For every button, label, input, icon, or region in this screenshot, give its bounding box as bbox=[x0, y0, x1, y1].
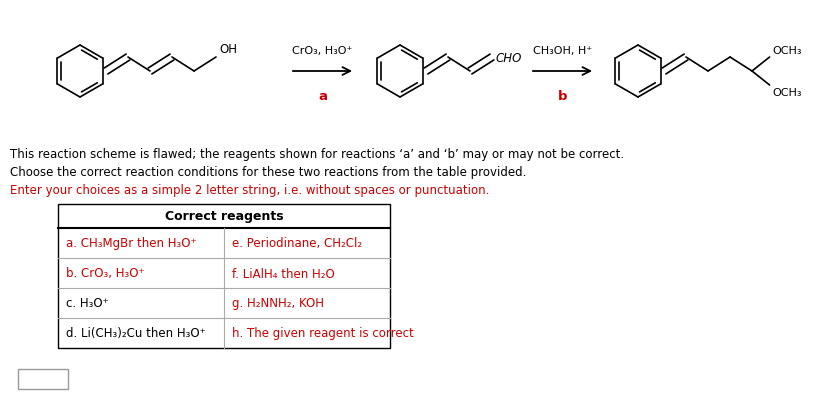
Text: Correct reagents: Correct reagents bbox=[164, 210, 283, 223]
Text: f. LiAlH₄ then H₂O: f. LiAlH₄ then H₂O bbox=[232, 267, 335, 280]
Text: h. The given reagent is correct: h. The given reagent is correct bbox=[232, 327, 414, 339]
Text: g. H₂NNH₂, KOH: g. H₂NNH₂, KOH bbox=[232, 297, 324, 310]
Text: d. Li(CH₃)₂Cu then H₃O⁺: d. Li(CH₃)₂Cu then H₃O⁺ bbox=[66, 327, 206, 339]
Text: e. Periodinane, CH₂Cl₂: e. Periodinane, CH₂Cl₂ bbox=[232, 237, 362, 250]
Text: b. CrO₃, H₃O⁺: b. CrO₃, H₃O⁺ bbox=[66, 267, 145, 280]
Text: OCH₃: OCH₃ bbox=[772, 46, 802, 56]
Text: This reaction scheme is flawed; the reagents shown for reactions ‘a’ and ‘b’ may: This reaction scheme is flawed; the reag… bbox=[10, 148, 624, 161]
Text: CHO: CHO bbox=[496, 52, 523, 64]
Text: CH₃OH, H⁺: CH₃OH, H⁺ bbox=[533, 46, 592, 56]
Bar bbox=[18, 369, 68, 389]
Text: Enter your choices as a simple 2 letter string, i.e. without spaces or punctuati: Enter your choices as a simple 2 letter … bbox=[10, 184, 489, 196]
Text: CrO₃, H₃O⁺: CrO₃, H₃O⁺ bbox=[292, 46, 353, 56]
Text: Choose the correct reaction conditions for these two reactions from the table pr: Choose the correct reaction conditions f… bbox=[10, 166, 526, 179]
Bar bbox=[58, 204, 390, 348]
Text: a. CH₃MgBr then H₃O⁺: a. CH₃MgBr then H₃O⁺ bbox=[66, 237, 196, 250]
Text: OH: OH bbox=[219, 43, 237, 56]
Text: OCH₃: OCH₃ bbox=[772, 88, 802, 98]
Text: c. H₃O⁺: c. H₃O⁺ bbox=[66, 297, 109, 310]
Text: a: a bbox=[318, 90, 327, 103]
Text: b: b bbox=[558, 90, 567, 103]
